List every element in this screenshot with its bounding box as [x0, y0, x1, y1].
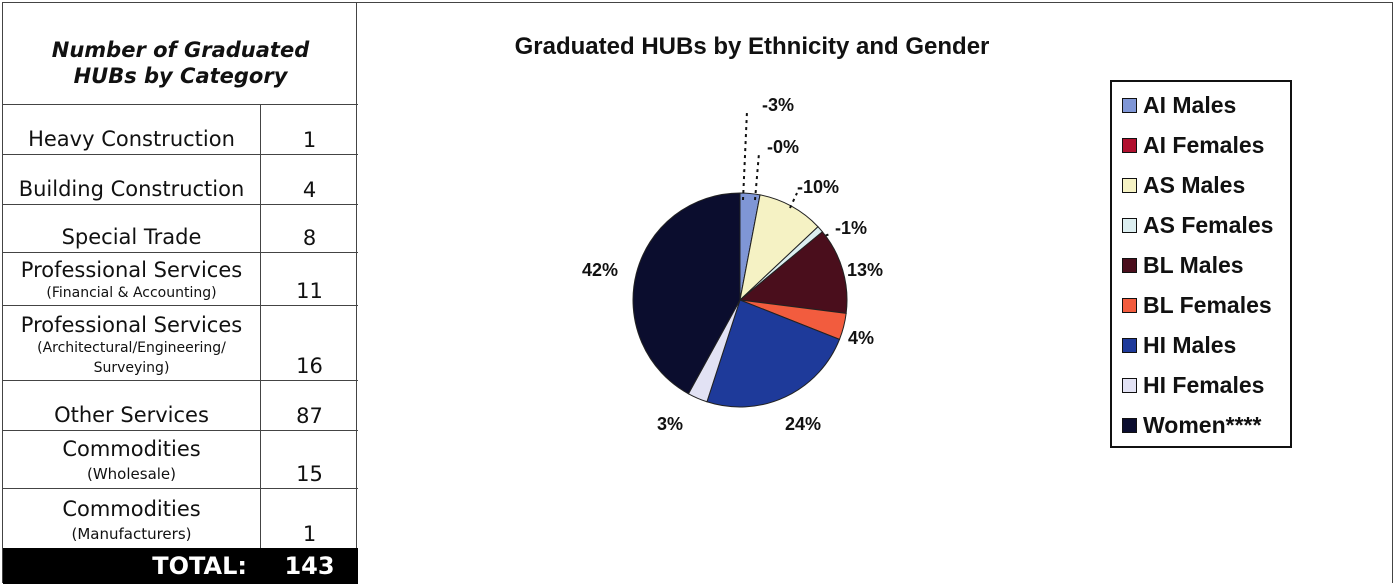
legend-item: Women****: [1122, 410, 1261, 440]
legend-swatch: [1122, 377, 1137, 393]
legend-label: HI Females: [1143, 371, 1265, 398]
table-row: Building Construction 4: [3, 155, 358, 205]
row-label: Professional Services: [20, 313, 243, 337]
pie-slice-bl-males: [738, 231, 848, 314]
table-row: Professional Services (Architectural/Eng…: [3, 306, 358, 381]
legend-item: AS Males: [1122, 170, 1245, 200]
legend-label: AS Females: [1143, 211, 1274, 238]
pie-slice-women: [632, 192, 741, 395]
table-title: Number of Graduated HUBs by Category: [3, 3, 358, 105]
table-title-line2: HUBs by Category: [73, 63, 288, 88]
leader-line: [742, 110, 748, 201]
legend-label: AI Males: [1143, 91, 1237, 118]
data-label: -10%: [797, 177, 839, 197]
data-label: 13%: [847, 260, 883, 280]
legend-item: AS Females: [1122, 210, 1273, 240]
data-label: 24%: [785, 414, 821, 434]
chart-title: Graduated HUBs by Ethnicity and Gender: [514, 33, 990, 60]
row-sublabel: (Architectural/Engineering/ Surveying): [37, 340, 226, 376]
total-label: TOTAL:: [152, 552, 247, 580]
legend-item: HI Females: [1122, 370, 1264, 400]
legend-item: AI Males: [1122, 90, 1236, 120]
legend-swatch: [1122, 297, 1137, 313]
legend-label: AI Females: [1143, 131, 1265, 158]
leader-line: [789, 192, 798, 209]
row-sublabel: (Financial & Accounting): [46, 285, 217, 301]
legend-item: BL Females: [1122, 290, 1272, 320]
row-value: 4: [302, 178, 317, 202]
legend-swatch: [1122, 257, 1137, 273]
data-label: -0%: [767, 137, 799, 157]
data-label: -1%: [835, 218, 867, 238]
row-value: 11: [296, 279, 323, 303]
legend-label: AS Males: [1143, 171, 1246, 198]
chart-legend: AI Males AI Females AS Males AS Females …: [1110, 80, 1292, 448]
legend-swatch: [1122, 217, 1137, 233]
row-sublabel: (Manufacturers): [71, 525, 192, 543]
legend-label: Women****: [1143, 411, 1262, 438]
legend-swatch: [1122, 337, 1137, 353]
legend-item: BL Males: [1122, 250, 1244, 280]
legend-item: HI Males: [1122, 330, 1236, 360]
legend-item: AI Females: [1122, 130, 1264, 160]
table-row: Special Trade 8: [3, 205, 358, 253]
legend-swatch: [1122, 417, 1137, 433]
row-label: Commodities: [62, 497, 201, 521]
row-value: 1: [302, 128, 317, 152]
row-label: Commodities: [62, 437, 201, 461]
table-row: Heavy Construction 1: [3, 105, 358, 155]
data-label: 3%: [657, 414, 683, 434]
row-label: Other Services: [54, 403, 209, 427]
data-label: 4%: [848, 328, 874, 348]
leader-line: [754, 152, 760, 201]
legend-label: BL Females: [1143, 291, 1272, 318]
table-row: Commodities (Wholesale) 15: [3, 431, 358, 489]
legend-swatch: [1122, 137, 1137, 153]
total-value: 143: [284, 552, 335, 580]
table-row: Commodities (Manufacturers) 1: [3, 489, 358, 548]
row-label: Heavy Construction: [28, 127, 235, 151]
row-value: 87: [296, 404, 323, 428]
row-label: Building Construction: [18, 177, 245, 201]
row-sublabel: (Wholesale): [86, 465, 177, 483]
row-value: 16: [296, 354, 323, 378]
data-label: 42%: [582, 260, 618, 280]
pie-slice-hi-males: [706, 299, 841, 408]
table-row: Professional Services (Financial & Accou…: [3, 253, 358, 306]
row-value: 8: [302, 226, 317, 250]
legend-label: HI Males: [1143, 331, 1237, 358]
row-label: Special Trade: [61, 225, 202, 249]
data-label: -3%: [762, 95, 794, 115]
chart-panel: Graduated HUBs by Ethnicity and Gender -…: [357, 2, 1393, 583]
table-row: Other Services 87: [3, 381, 358, 431]
pie-chart: -3% -0% -10% -1% 13% 4% 24% 3% 42%: [582, 95, 883, 434]
row-value: 1: [302, 522, 317, 546]
table-title-line1: Number of Graduated: [51, 37, 310, 62]
legend-swatch: [1122, 97, 1137, 113]
category-table: Number of Graduated HUBs by Category Hea…: [2, 2, 358, 584]
legend-label: BL Males: [1143, 251, 1244, 278]
row-value: 15: [296, 462, 323, 486]
total-row: TOTAL: 143: [3, 548, 358, 584]
row-label: Professional Services: [20, 258, 243, 282]
legend-swatch: [1122, 177, 1137, 193]
